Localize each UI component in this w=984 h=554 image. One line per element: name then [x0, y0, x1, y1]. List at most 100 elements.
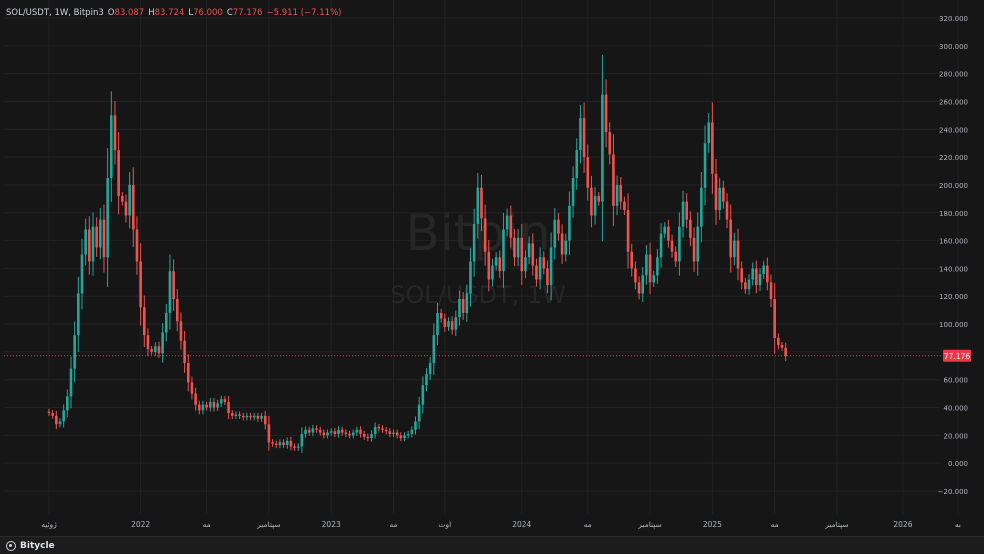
candle-body: [95, 226, 98, 248]
candle-body: [604, 94, 608, 133]
candle-body: [428, 363, 432, 375]
candle-body: [670, 240, 674, 252]
candle-body: [51, 413, 54, 416]
candle-body: [557, 219, 560, 234]
y-tick-label: 260.000: [939, 98, 968, 106]
candle-body: [139, 261, 142, 308]
candle-body: [480, 187, 483, 219]
x-tick-label: 2024: [512, 520, 531, 529]
candle-body: [674, 251, 678, 262]
candle-body: [447, 321, 450, 327]
candle-body: [135, 229, 139, 262]
candle-body: [758, 273, 762, 286]
candle-body: [461, 299, 465, 313]
candle-body: [597, 196, 601, 202]
candle-body: [395, 432, 399, 436]
candle-body: [344, 432, 348, 434]
candle-body: [161, 332, 164, 354]
candle-body: [623, 201, 626, 210]
candle-body: [256, 415, 260, 419]
candle-body: [505, 215, 509, 230]
candle-body: [282, 442, 285, 446]
candle-body: [703, 143, 707, 188]
candle-body: [542, 257, 546, 269]
candle-body: [747, 279, 751, 290]
candle-body: [560, 233, 564, 255]
y-tick-label: −20.000: [938, 488, 968, 496]
candle-body: [769, 282, 773, 300]
candle-body: [773, 299, 776, 338]
candle-body: [659, 233, 663, 258]
candle-body: [142, 307, 146, 336]
candle-body: [740, 268, 743, 283]
candle-body: [425, 374, 428, 386]
candle-body: [527, 243, 531, 258]
y-tick-label: 300.000: [939, 43, 968, 51]
candle-body: [113, 115, 117, 151]
candle-body: [432, 335, 436, 364]
candle-body: [406, 433, 410, 436]
candle-body: [124, 201, 128, 216]
candle-body: [175, 299, 179, 322]
candle-body: [197, 404, 201, 411]
candle-body: [69, 368, 73, 397]
y-tick-label: 140.000: [939, 265, 968, 273]
x-tick-label: مه: [389, 520, 397, 529]
x-tick-label: سپتامبر: [637, 520, 662, 529]
candle-body: [403, 435, 406, 439]
symbol-label[interactable]: SOL/USDT, 1W, Bitpin3: [6, 8, 104, 18]
candle-body: [652, 275, 656, 283]
chart-canvas[interactable]: Bitpin SOL/USDT, 1W −20.0000.00020.00040…: [0, 0, 984, 536]
candle-body: [47, 411, 51, 414]
x-tick-label: 2025: [703, 520, 722, 529]
candle-body: [227, 401, 230, 414]
x-tick-label: 2022: [131, 520, 150, 529]
candle-body: [634, 268, 637, 283]
candle-body: [285, 440, 289, 446]
candle-body: [99, 219, 102, 248]
candle-body: [271, 442, 274, 444]
candle-body: [637, 282, 641, 294]
candle-body: [337, 429, 340, 434]
price-chart[interactable]: Bitpin SOL/USDT, 1W −20.0000.00020.00040…: [0, 0, 984, 536]
candle-body: [700, 187, 703, 227]
candle-body: [260, 415, 263, 419]
candle-body: [88, 229, 91, 262]
candle-body: [252, 415, 256, 418]
low-label: L: [188, 8, 194, 18]
candle-body: [388, 431, 392, 434]
candle-body: [172, 271, 175, 300]
candle-body: [531, 243, 535, 266]
candle-body: [190, 382, 194, 394]
candle-body: [399, 435, 403, 439]
candle-body: [777, 337, 780, 345]
candle-body: [645, 254, 648, 276]
candle-body: [535, 265, 538, 280]
candle-body: [311, 428, 315, 433]
candle-body: [373, 427, 377, 434]
y-tick-label: 320.000: [939, 15, 968, 23]
candle-body: [296, 446, 300, 448]
candle-body: [608, 132, 612, 155]
candle-body: [194, 393, 197, 405]
candle-body: [766, 265, 769, 283]
candle-body: [77, 293, 80, 336]
candle-body: [153, 346, 157, 352]
x-tick-label: 2023: [322, 520, 341, 529]
candle-body: [487, 251, 491, 280]
footer-brand[interactable]: Bitycle: [20, 540, 55, 551]
candle-body: [458, 299, 461, 318]
x-tick-label: سپتامبر: [824, 520, 849, 529]
candle-body: [692, 237, 696, 262]
candle-body: [476, 187, 480, 224]
candle-body: [168, 271, 172, 313]
candle-body: [274, 443, 278, 446]
candle-body: [263, 415, 267, 425]
candle-body: [348, 433, 351, 436]
candle-body: [524, 257, 527, 272]
high-value: 83.724: [154, 8, 185, 18]
x-tick-label: مه: [203, 520, 211, 529]
x-tick-label: اوت: [438, 520, 451, 529]
candle-body: [55, 415, 58, 425]
